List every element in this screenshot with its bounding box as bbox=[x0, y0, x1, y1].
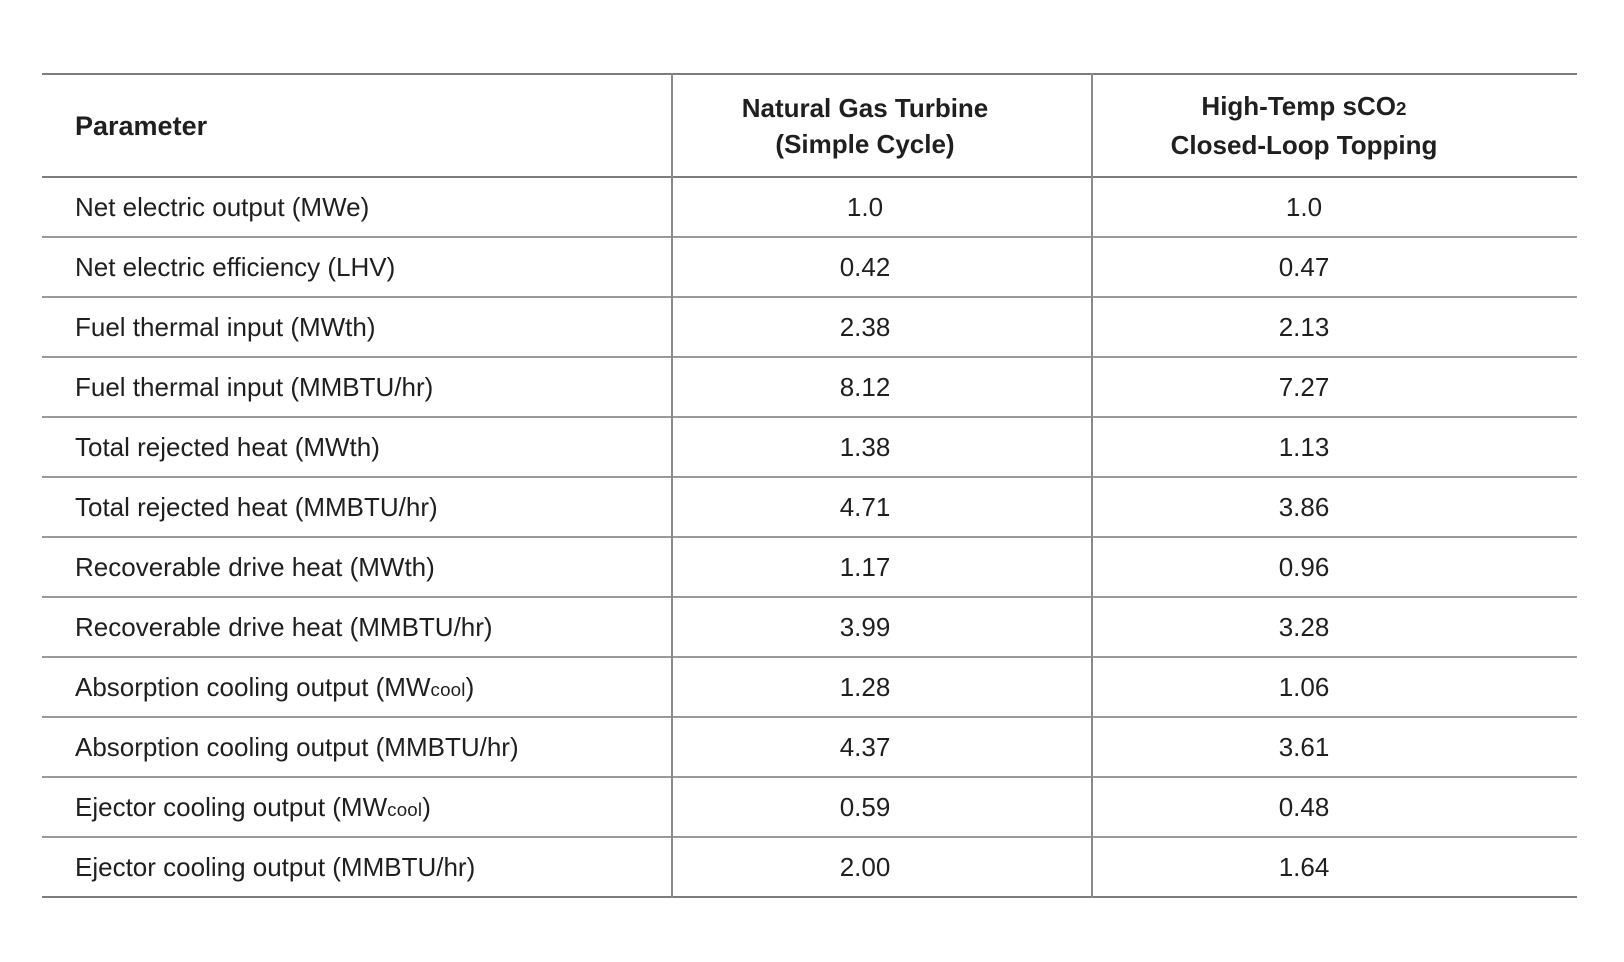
sco2-topping-value-cell: 1.13 bbox=[1091, 417, 1577, 477]
parameter-cell: Recoverable drive heat (MWth) bbox=[75, 551, 435, 582]
sco2-topping-value-cell: 3.28 bbox=[1091, 597, 1577, 657]
table-body: Net electric output (MWe) 1.0 1.0 Net elect… bbox=[42, 177, 1577, 897]
table-row: Recoverable drive heat (MMBTU/hr) 3.99 3.2… bbox=[42, 597, 1577, 657]
table-row: Recoverable drive heat (MWth) 1.17 0.96 bbox=[42, 537, 1577, 597]
table-row: Total rejected heat (MWth) 1.38 1.13 bbox=[42, 417, 1577, 477]
sco2-topping-value-cell: 7.27 bbox=[1091, 357, 1577, 417]
natural-gas-turbine-value-cell: 4.71 bbox=[671, 477, 1092, 537]
sco2-topping-value-cell: 0.96 bbox=[1091, 537, 1577, 597]
parameter-cell: Total rejected heat (MWth) bbox=[75, 431, 380, 462]
table-row: Fuel thermal input (MMBTU/hr) 8.12 7.27 bbox=[42, 357, 1577, 417]
parameter-cell: Recoverable drive heat (MMBTU/hr) bbox=[75, 611, 493, 642]
column-header-parameter: Parameter bbox=[42, 74, 672, 177]
natural-gas-turbine-value-cell: 2.38 bbox=[671, 297, 1092, 357]
column-header-line2: (Simple Cycle) bbox=[775, 128, 955, 159]
subscript-text: cool bbox=[430, 678, 466, 700]
column-header-parameter-label: Parameter bbox=[75, 110, 208, 141]
table-row: Absorption cooling output (MMBTU/hr) 4.37… bbox=[42, 717, 1577, 777]
natural-gas-turbine-value-cell: 1.28 bbox=[671, 657, 1092, 717]
column-header-natural-gas-turbine: Natural Gas Turbine (Simple Cycle) bbox=[671, 74, 1092, 177]
parameter-cell: Absorption cooling output (MWcool) bbox=[75, 671, 475, 702]
natural-gas-turbine-value-cell: 2.00 bbox=[671, 837, 1092, 897]
table-row: Total rejected heat (MMBTU/hr) 4.71 3.86 bbox=[42, 477, 1577, 537]
table-row: Absorption cooling output (MWcool) 1.28 1.… bbox=[42, 657, 1577, 717]
sco2-topping-value-cell: 1.06 bbox=[1091, 657, 1577, 717]
parameter-cell: Fuel thermal input (MMBTU/hr) bbox=[75, 371, 434, 402]
parameter-cell: Ejector cooling output (MMBTU/hr) bbox=[75, 851, 476, 882]
parameter-cell: Ejector cooling output (MWcool) bbox=[75, 791, 431, 822]
sco2-topping-value-cell: 1.64 bbox=[1091, 837, 1577, 897]
sco2-topping-value-cell: 0.47 bbox=[1091, 237, 1577, 297]
table-row: Net electric output (MWe) 1.0 1.0 bbox=[42, 177, 1577, 237]
natural-gas-turbine-value-cell: 1.17 bbox=[671, 537, 1092, 597]
table-row: Net electric efficiency (LHV) 0.42 0.47 bbox=[42, 237, 1577, 297]
subscript-text: cool bbox=[387, 798, 423, 820]
comparison-table: Parameter Natural Gas Turbine (Simple Cy… bbox=[42, 73, 1577, 898]
parameter-cell: Net electric efficiency (LHV) bbox=[75, 251, 396, 282]
column-header-sco2-topping: High-Temp sCO2 Closed-Loop Topping bbox=[1091, 74, 1577, 177]
parameter-cell: Absorption cooling output (MMBTU/hr) bbox=[75, 731, 519, 762]
subscript-text: 2 bbox=[1395, 98, 1407, 119]
parameter-cell: Net electric output (MWe) bbox=[75, 191, 370, 222]
parameter-cell: Fuel thermal input (MWth) bbox=[75, 311, 376, 342]
natural-gas-turbine-value-cell: 3.99 bbox=[671, 597, 1092, 657]
sco2-topping-value-cell: 3.61 bbox=[1091, 717, 1577, 777]
table-row: Ejector cooling output (MMBTU/hr) 2.00 1.6… bbox=[42, 837, 1577, 897]
natural-gas-turbine-value-cell: 0.59 bbox=[671, 777, 1092, 837]
natural-gas-turbine-value-cell: 1.0 bbox=[671, 177, 1092, 237]
sco2-topping-value-cell: 1.0 bbox=[1091, 177, 1577, 237]
table-row: Fuel thermal input (MWth) 2.38 2.13 bbox=[42, 297, 1577, 357]
sco2-topping-value-cell: 0.48 bbox=[1091, 777, 1577, 837]
column-header-line2: Closed-Loop Topping bbox=[1170, 130, 1438, 160]
natural-gas-turbine-value-cell: 0.42 bbox=[671, 237, 1092, 297]
natural-gas-turbine-value-cell: 4.37 bbox=[671, 717, 1092, 777]
header-row: Parameter Natural Gas Turbine (Simple Cy… bbox=[42, 74, 1577, 177]
natural-gas-turbine-value-cell: 1.38 bbox=[671, 417, 1092, 477]
natural-gas-turbine-value-cell: 8.12 bbox=[671, 357, 1092, 417]
sco2-topping-value-cell: 2.13 bbox=[1091, 297, 1577, 357]
parameter-cell: Total rejected heat (MMBTU/hr) bbox=[75, 491, 438, 522]
column-header-line1: Natural Gas Turbine bbox=[741, 92, 989, 123]
sco2-topping-value-cell: 3.86 bbox=[1091, 477, 1577, 537]
table-row: Ejector cooling output (MWcool) 0.59 0.48 bbox=[42, 777, 1577, 837]
column-header-line1: High-Temp sCO2 bbox=[1201, 91, 1407, 121]
